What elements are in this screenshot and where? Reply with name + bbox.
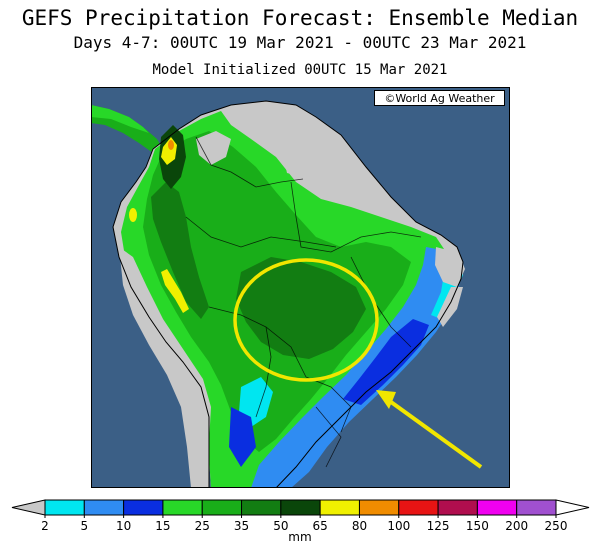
colorbar-tick-label: 10 <box>116 519 131 533</box>
colorbar-swatch <box>123 499 164 516</box>
arrow-shaft <box>389 400 483 469</box>
forecast-period: Days 4-7: 00UTC 19 Mar 2021 - 00UTC 23 M… <box>73 33 527 52</box>
colorbar-tick-label: 5 <box>80 519 88 533</box>
colorbar-swatch <box>44 499 85 516</box>
rain-80mm-peru <box>161 269 189 313</box>
rain-80mm-ecuador <box>129 208 137 222</box>
colorbar-tick-label: 35 <box>234 519 249 533</box>
colorbar-swatches <box>11 499 590 516</box>
colorbar-swatch <box>437 499 478 516</box>
colorbar-tick-label: 65 <box>313 519 328 533</box>
map-credit: ©World Ag Weather <box>374 90 505 106</box>
colorbar-tick-label: 125 <box>427 519 450 533</box>
colorbar-tick-label: 250 <box>545 519 568 533</box>
arrow-head <box>376 390 396 409</box>
colorbar-high-triangle <box>555 499 590 516</box>
colorbar-tick-label: 200 <box>505 519 528 533</box>
colorbar-swatch <box>358 499 400 516</box>
colorbar-swatch <box>83 499 125 516</box>
rain-10-15mm-south <box>229 407 256 467</box>
colorbar-swatch <box>201 499 243 516</box>
dry-venezuela <box>196 131 231 165</box>
colorbar-unit: mm <box>288 530 312 544</box>
colorbar-swatch <box>476 499 518 516</box>
rain-5-10mm <box>251 247 463 488</box>
colorbar-tick-label: 150 <box>466 519 489 533</box>
rain-35-50mm <box>236 257 366 359</box>
rain-35-50mm-andes <box>151 182 209 319</box>
dry-northeast <box>435 247 465 287</box>
precipitation-map <box>91 87 510 488</box>
colorbar-low-triangle <box>11 499 46 516</box>
colorbar-tick-label: 15 <box>155 519 170 533</box>
rain-2-5mm-south <box>239 377 273 427</box>
dry-peru-coast <box>119 247 211 488</box>
colorbar-tick-label: 50 <box>273 519 288 533</box>
highlight-circle <box>233 258 379 382</box>
colorbar-tick-label: 80 <box>352 519 367 533</box>
dry-guyana <box>281 145 313 177</box>
colorbar-swatch <box>280 499 321 516</box>
colorbar-swatch <box>516 499 557 516</box>
rain-100mm-colombia <box>168 140 174 150</box>
rain-10-15mm <box>343 319 429 405</box>
caribbean-coast <box>91 105 149 133</box>
precipitation-colorbar: 2 5 10 15 25 35 50 65 80 100 125 150 200 250 <box>11 499 590 533</box>
dry-east-coast <box>437 287 463 327</box>
colorbar-tick-label: 2 <box>41 519 49 533</box>
colorbar-ticks: 2 5 10 15 25 35 50 65 80 100 125 150 200 250 <box>41 515 567 533</box>
colorbar-tick-label: 25 <box>195 519 210 533</box>
colorbar-swatch <box>162 499 203 516</box>
colorbar-swatch <box>241 499 282 516</box>
colorbar-tick-label: 100 <box>387 519 410 533</box>
colorbar-swatch <box>319 499 360 516</box>
model-init-time: Model Initialized 00UTC 15 Mar 2021 <box>152 62 448 78</box>
colorbar-swatch <box>398 499 439 516</box>
map-title: GEFS Precipitation Forecast: Ensemble Me… <box>21 6 579 30</box>
coastline <box>112 100 464 488</box>
